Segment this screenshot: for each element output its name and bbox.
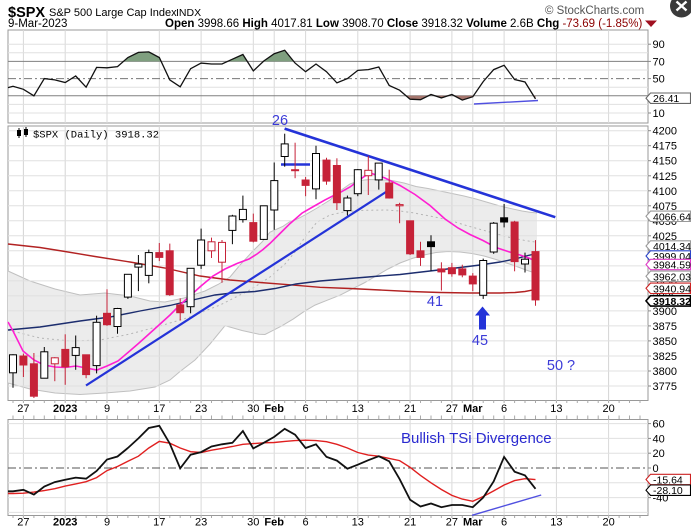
svg-text:3850: 3850 [653, 336, 677, 348]
svg-text:3800: 3800 [653, 366, 677, 378]
svg-text:4075: 4075 [653, 201, 677, 213]
svg-text:3940.94: 3940.94 [653, 283, 691, 295]
svg-text:21: 21 [404, 517, 416, 529]
svg-text:3984.59: 3984.59 [653, 260, 691, 272]
svg-text:17: 17 [153, 403, 165, 415]
svg-text:3875: 3875 [653, 321, 677, 333]
svg-text:4150: 4150 [653, 156, 677, 168]
svg-text:20: 20 [653, 448, 665, 460]
svg-text:20: 20 [602, 403, 614, 415]
svg-text:27: 27 [446, 403, 458, 415]
svg-text:0: 0 [653, 463, 659, 475]
svg-text:$SPX (Daily) 3918.32: $SPX (Daily) 3918.32 [33, 130, 159, 142]
svg-text:20: 20 [602, 517, 614, 529]
svg-text:23: 23 [195, 517, 207, 529]
svg-text:27: 27 [446, 517, 458, 529]
svg-text:Feb: Feb [264, 403, 284, 415]
svg-text:27: 27 [17, 517, 29, 529]
svg-text:Feb: Feb [264, 517, 284, 529]
svg-text:Bullish TSi Divergence: Bullish TSi Divergence [401, 430, 552, 447]
svg-text:3775: 3775 [653, 381, 677, 393]
svg-text:Mar: Mar [463, 517, 483, 529]
svg-text:26.41: 26.41 [653, 93, 679, 105]
svg-text:50 ?: 50 ? [547, 358, 575, 374]
svg-text:4200: 4200 [653, 126, 677, 138]
svg-text:$SPX: $SPX [8, 5, 45, 21]
svg-text:17: 17 [153, 517, 165, 529]
svg-text:60: 60 [653, 419, 665, 431]
svg-text:23: 23 [195, 403, 207, 415]
svg-text:4100: 4100 [653, 186, 677, 198]
svg-text:4014.34: 4014.34 [653, 241, 691, 253]
svg-text:4175: 4175 [653, 141, 677, 153]
svg-text:© StockCharts.com: © StockCharts.com [545, 5, 644, 17]
svg-text:13: 13 [550, 517, 562, 529]
svg-text:10: 10 [653, 108, 665, 120]
svg-text:INDX: INDX [176, 7, 201, 19]
svg-text:27: 27 [17, 403, 29, 415]
svg-text:2023: 2023 [53, 517, 77, 529]
svg-text:30: 30 [247, 403, 259, 415]
svg-text:9: 9 [104, 403, 110, 415]
svg-text:3962.03: 3962.03 [653, 271, 691, 283]
svg-text:40: 40 [653, 433, 665, 445]
svg-text:50: 50 [653, 74, 665, 86]
svg-text:9: 9 [104, 517, 110, 529]
svg-text:Open 3998.66 High 4017.81 Low: Open 3998.66 High 4017.81 Low 3908.70 Cl… [165, 18, 643, 30]
svg-text:45: 45 [472, 333, 488, 349]
svg-text:4066.64: 4066.64 [653, 211, 691, 223]
svg-text:9-Mar-2023: 9-Mar-2023 [8, 18, 67, 30]
svg-text:41: 41 [427, 294, 443, 310]
svg-text:13: 13 [352, 517, 364, 529]
svg-text:6: 6 [303, 403, 309, 415]
svg-text:Mar: Mar [463, 403, 483, 415]
svg-text:13: 13 [550, 403, 562, 415]
svg-text:-28.10: -28.10 [653, 485, 683, 497]
svg-text:30: 30 [247, 517, 259, 529]
svg-text:90: 90 [653, 39, 665, 51]
svg-text:3918.32: 3918.32 [653, 296, 691, 308]
svg-text:26: 26 [272, 113, 288, 129]
svg-text:70: 70 [653, 56, 665, 68]
svg-text:6: 6 [303, 517, 309, 529]
svg-text:21: 21 [404, 403, 416, 415]
svg-text:S&P 500 Large Cap Index: S&P 500 Large Cap Index [49, 7, 177, 19]
svg-text:4025: 4025 [653, 231, 677, 243]
svg-text:3825: 3825 [653, 351, 677, 363]
svg-text:-15.64: -15.64 [653, 475, 683, 487]
svg-text:2023: 2023 [53, 403, 77, 415]
svg-text:13: 13 [352, 403, 364, 415]
svg-text:6: 6 [501, 517, 507, 529]
svg-text:3900: 3900 [653, 306, 677, 318]
svg-text:6: 6 [501, 403, 507, 415]
svg-text:4125: 4125 [653, 171, 677, 183]
